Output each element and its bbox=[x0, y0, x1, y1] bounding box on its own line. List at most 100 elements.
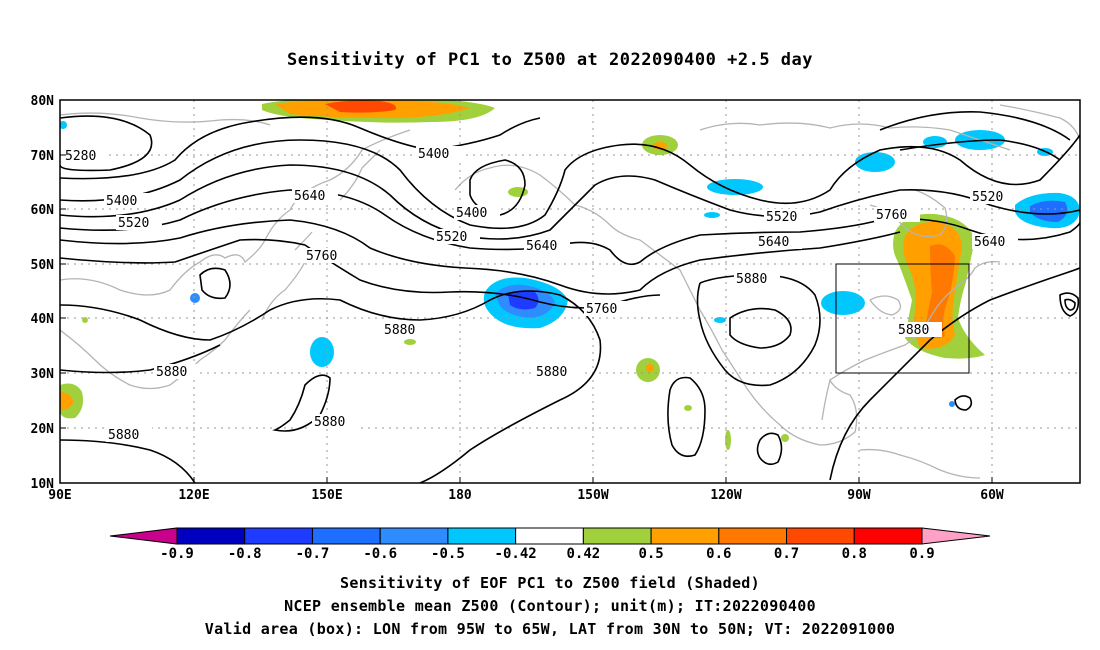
colorbar-tick-label: -0.5 bbox=[431, 546, 465, 562]
contour-label: 5880 bbox=[156, 365, 187, 380]
colorbar-cell bbox=[176, 527, 246, 545]
contour-5880-west bbox=[60, 344, 221, 374]
shade-arctic-red bbox=[325, 100, 396, 113]
contour-5880-south bbox=[60, 439, 196, 483]
lon-labels: 90E 120E 150E 180 150W 120W 90W 60W bbox=[48, 488, 1004, 503]
plot-frame bbox=[59, 99, 1081, 484]
shade-orange-2 bbox=[646, 364, 654, 372]
shade-blue-9 bbox=[704, 212, 720, 218]
shade-green-5 bbox=[684, 405, 692, 411]
shade-pac-deep bbox=[508, 290, 539, 310]
colorbar-tick-label: 0.8 bbox=[842, 546, 867, 562]
coast-great-lakes bbox=[869, 295, 902, 316]
colorbar-cell bbox=[582, 527, 652, 545]
valid-area-box bbox=[835, 263, 970, 374]
colorbar-tick-label: -0.6 bbox=[363, 546, 397, 562]
lon-label: 90E bbox=[48, 488, 71, 503]
lat-label: 10N bbox=[31, 477, 55, 492]
colorbar-labels: -0.9 -0.8 -0.7 -0.6 -0.5 -0.42 0.42 0.5 0.6 0.7 0.… bbox=[160, 546, 935, 562]
contour-5760 bbox=[60, 219, 901, 295]
lon-label: 60W bbox=[980, 488, 1004, 503]
shade-blue-3 bbox=[707, 179, 763, 195]
contour-5880-mex bbox=[667, 376, 706, 458]
contour-label: 5880 bbox=[384, 323, 415, 338]
contour-label: 5880 bbox=[536, 365, 567, 380]
shade-blue-7 bbox=[190, 293, 200, 303]
lon-label: 150E bbox=[311, 488, 342, 503]
colorbar-low-extend bbox=[109, 527, 178, 545]
map-title: Sensitivity of PC1 to Z500 at 2022090400… bbox=[286, 50, 813, 70]
coast-siberia bbox=[60, 112, 271, 126]
contour-5880-small-6 bbox=[1064, 298, 1076, 311]
contour-label: 5520 bbox=[766, 210, 797, 225]
contour-5520-a bbox=[60, 134, 1080, 230]
shade-green-8 bbox=[82, 317, 88, 323]
shade-blue-1 bbox=[310, 337, 334, 367]
lat-label: 40N bbox=[31, 312, 55, 327]
contour-label: 5400 bbox=[456, 206, 487, 221]
coast-kamchatka bbox=[339, 149, 381, 201]
contour-5880-small-1 bbox=[199, 267, 231, 300]
shade-blue-11 bbox=[949, 401, 955, 407]
shade-blue-2 bbox=[821, 291, 865, 315]
contour-label: 5400 bbox=[106, 194, 137, 209]
contour-label: 5520 bbox=[436, 230, 467, 245]
contour-5520-b bbox=[60, 164, 1080, 240]
colorbar-cell bbox=[786, 527, 855, 545]
contour-label: 5520 bbox=[118, 216, 149, 231]
colorbar-cell bbox=[447, 527, 517, 545]
coast-north-america bbox=[639, 239, 858, 446]
tick-layer bbox=[59, 99, 993, 484]
shade-ne-blue-deep bbox=[1030, 200, 1068, 222]
contour-5880-small-5 bbox=[1059, 292, 1080, 317]
contour-label: 5640 bbox=[526, 239, 557, 254]
shade-green-4 bbox=[404, 339, 416, 345]
footer-line-2: NCEP ensemble mean Z500 (Contour); unit(… bbox=[284, 597, 816, 615]
colorbar-tick-label: 0.7 bbox=[774, 546, 799, 562]
contour-label: 5880 bbox=[314, 415, 345, 430]
colorbar-cells bbox=[176, 527, 923, 545]
coast-arctic-ca bbox=[699, 122, 1011, 151]
shade-blue-8 bbox=[714, 317, 726, 323]
lon-label: 120W bbox=[710, 488, 741, 503]
colorbar: -0.9 -0.8 -0.7 -0.6 -0.5 -0.42 0.42 0.5 0.6 0.7 0.… bbox=[109, 527, 991, 562]
contour-5400-west bbox=[60, 116, 541, 180]
grid-layer bbox=[60, 100, 1080, 483]
contour-label: 5760 bbox=[306, 249, 337, 264]
contour-5880-pac bbox=[60, 290, 602, 483]
coast-japan bbox=[261, 231, 313, 321]
contour-5640 bbox=[60, 189, 1080, 266]
colorbar-cell bbox=[311, 527, 381, 545]
colorbar-tick-label: -0.8 bbox=[228, 546, 262, 562]
contour-label: 5400 bbox=[418, 147, 449, 162]
coast-caribbean bbox=[859, 448, 981, 479]
contour-label: 5760 bbox=[586, 302, 617, 317]
contour-5640-east bbox=[899, 139, 1061, 161]
shade-blue-12 bbox=[60, 121, 67, 129]
shade-green-7 bbox=[781, 434, 789, 442]
footer-line-3: Valid area (box): LON from 95W to 65W, L… bbox=[204, 620, 896, 638]
lat-labels: 80N 70N 60N 50N 40N 30N 20N 10N bbox=[31, 94, 55, 492]
colorbar-cell bbox=[718, 527, 788, 545]
lon-label: 180 bbox=[448, 488, 472, 503]
contour-label: 5880 bbox=[736, 272, 767, 287]
lon-label: 120E bbox=[178, 488, 209, 503]
contour-label-layer: 5280 5400 5400 5400 5520 5520 5520 5520 … bbox=[62, 146, 1018, 443]
colorbar-tick-label: 0.9 bbox=[909, 546, 934, 562]
colorbar-tick-label: -0.42 bbox=[495, 546, 537, 562]
shade-green-6 bbox=[725, 430, 731, 450]
colorbar-high-extend bbox=[921, 527, 991, 545]
footer-line-1: Sensitivity of EOF PC1 to Z500 field (Sh… bbox=[340, 574, 760, 592]
colorbar-tick-label: 0.6 bbox=[706, 546, 731, 562]
colorbar-tick-label: 0.42 bbox=[567, 546, 601, 562]
coast-asia-south bbox=[60, 309, 251, 390]
contour-label: 5880 bbox=[898, 323, 929, 338]
contour-5880-na bbox=[696, 274, 821, 387]
contour-5520-east bbox=[879, 111, 1071, 141]
lat-label: 20N bbox=[31, 422, 55, 437]
contour-label: 5640 bbox=[974, 235, 1005, 250]
contour-5880-small-3 bbox=[756, 432, 783, 466]
contour-label: 5520 bbox=[972, 190, 1003, 205]
lon-label: 90W bbox=[847, 488, 871, 503]
